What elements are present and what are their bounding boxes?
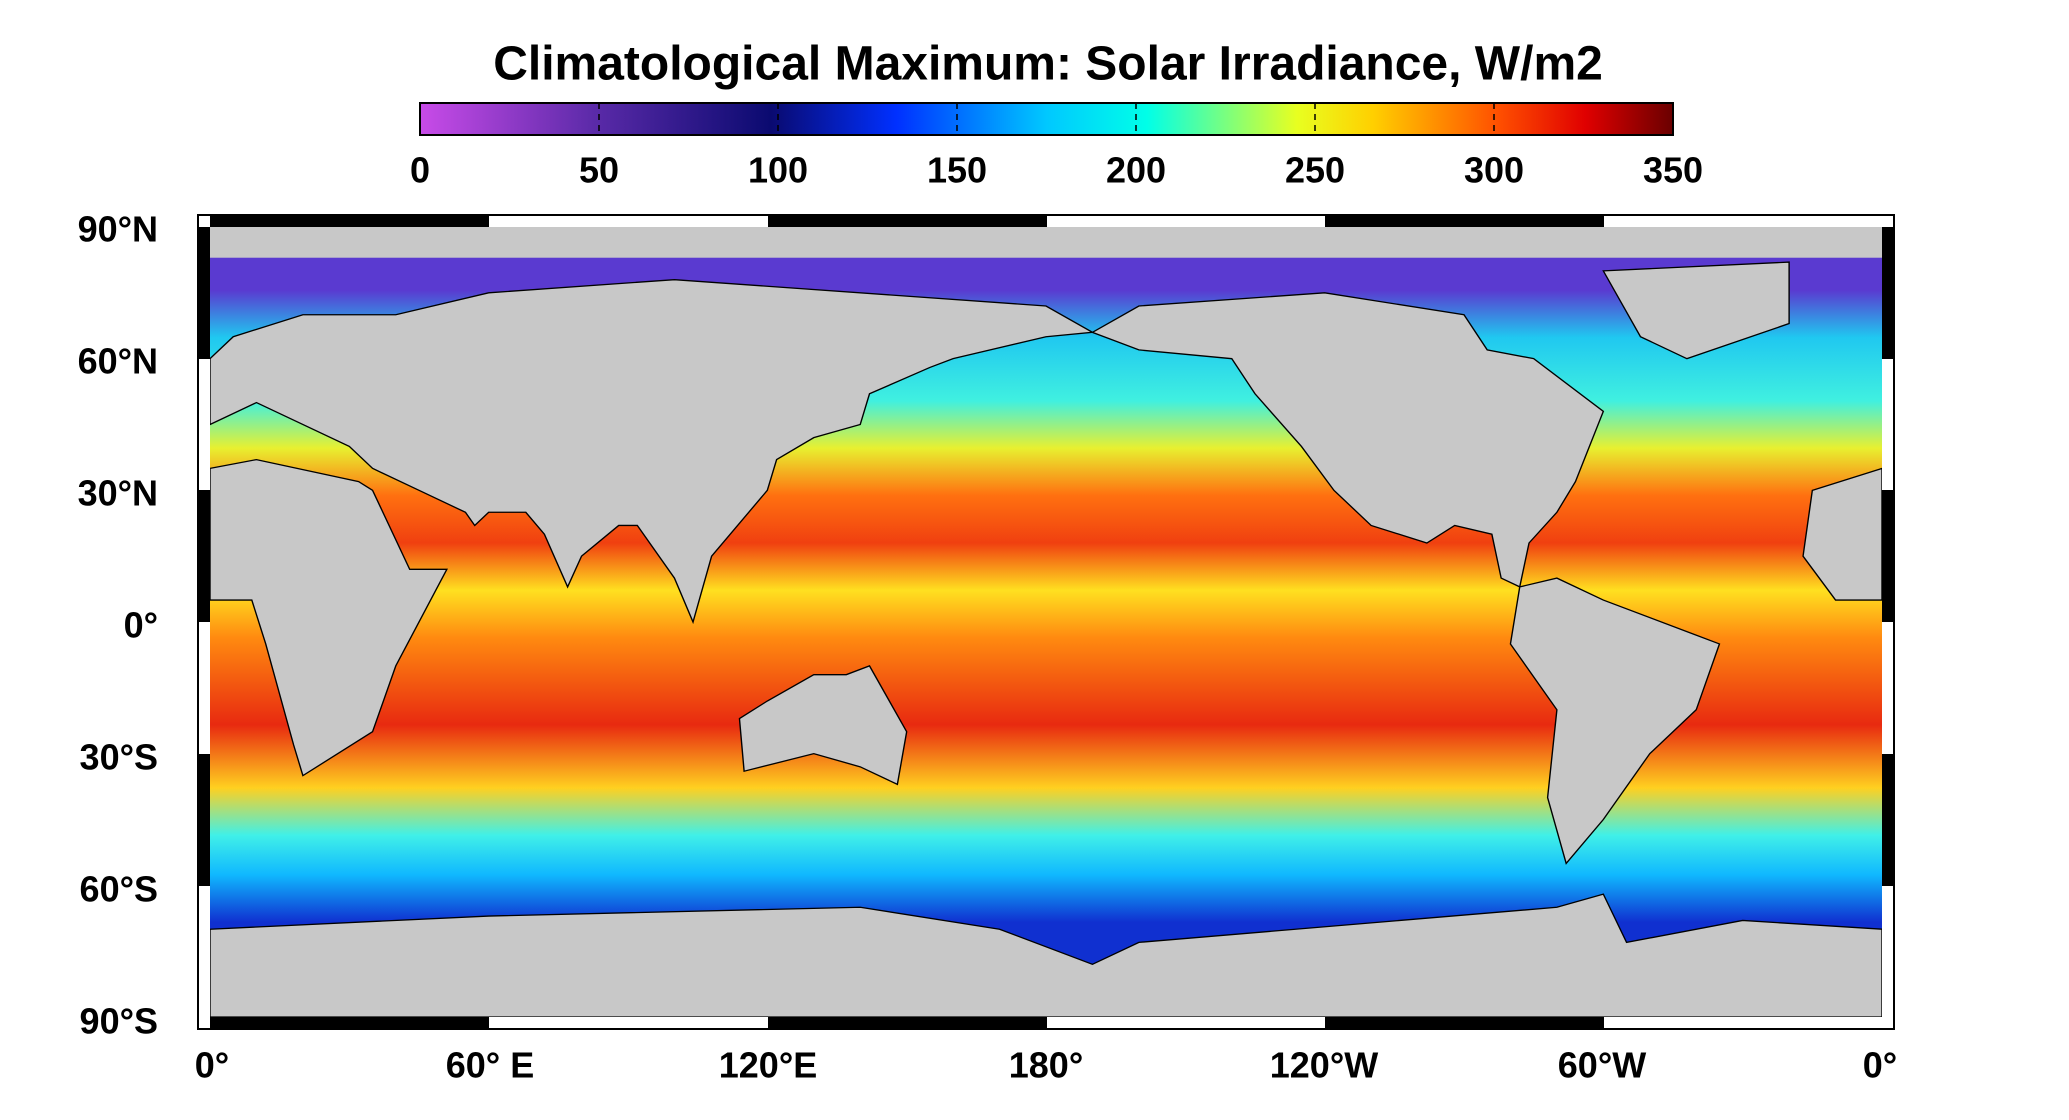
lat-label: 0° bbox=[124, 605, 158, 646]
frame-ticks bbox=[198, 215, 1894, 1029]
colorbar-tick-label: 250 bbox=[1285, 150, 1345, 191]
lat-label: 60°N bbox=[78, 341, 158, 382]
lon-label: 60° E bbox=[446, 1045, 534, 1086]
lat-label: 90°S bbox=[80, 1001, 158, 1042]
map bbox=[210, 227, 1882, 1017]
lat-label: 90°N bbox=[78, 209, 158, 250]
colorbar bbox=[419, 102, 1674, 136]
lon-label: 0° bbox=[1863, 1045, 1897, 1086]
colorbar-tick-label: 350 bbox=[1643, 150, 1703, 191]
colorbar-tick-label: 150 bbox=[927, 150, 987, 191]
lon-label: 120°E bbox=[719, 1045, 817, 1086]
lat-label: 30°N bbox=[78, 473, 158, 514]
colorbar-tick-label: 200 bbox=[1106, 150, 1166, 191]
land bbox=[210, 227, 1882, 1017]
lat-label: 60°S bbox=[80, 869, 158, 910]
colorbar-tick-label: 0 bbox=[410, 150, 430, 191]
lon-label: 60°W bbox=[1558, 1045, 1646, 1086]
lon-label: 180° bbox=[1009, 1045, 1083, 1086]
colorbar-tick-label: 50 bbox=[579, 150, 619, 191]
title: Climatological Maximum: Solar Irradiance… bbox=[493, 38, 1603, 91]
lon-label: 120°W bbox=[1270, 1045, 1378, 1086]
lat-label: 30°S bbox=[80, 737, 158, 778]
lon-label: 0° bbox=[195, 1045, 229, 1086]
colorbar-tick-label: 100 bbox=[748, 150, 808, 191]
colorbar-tick-label: 300 bbox=[1464, 150, 1524, 191]
